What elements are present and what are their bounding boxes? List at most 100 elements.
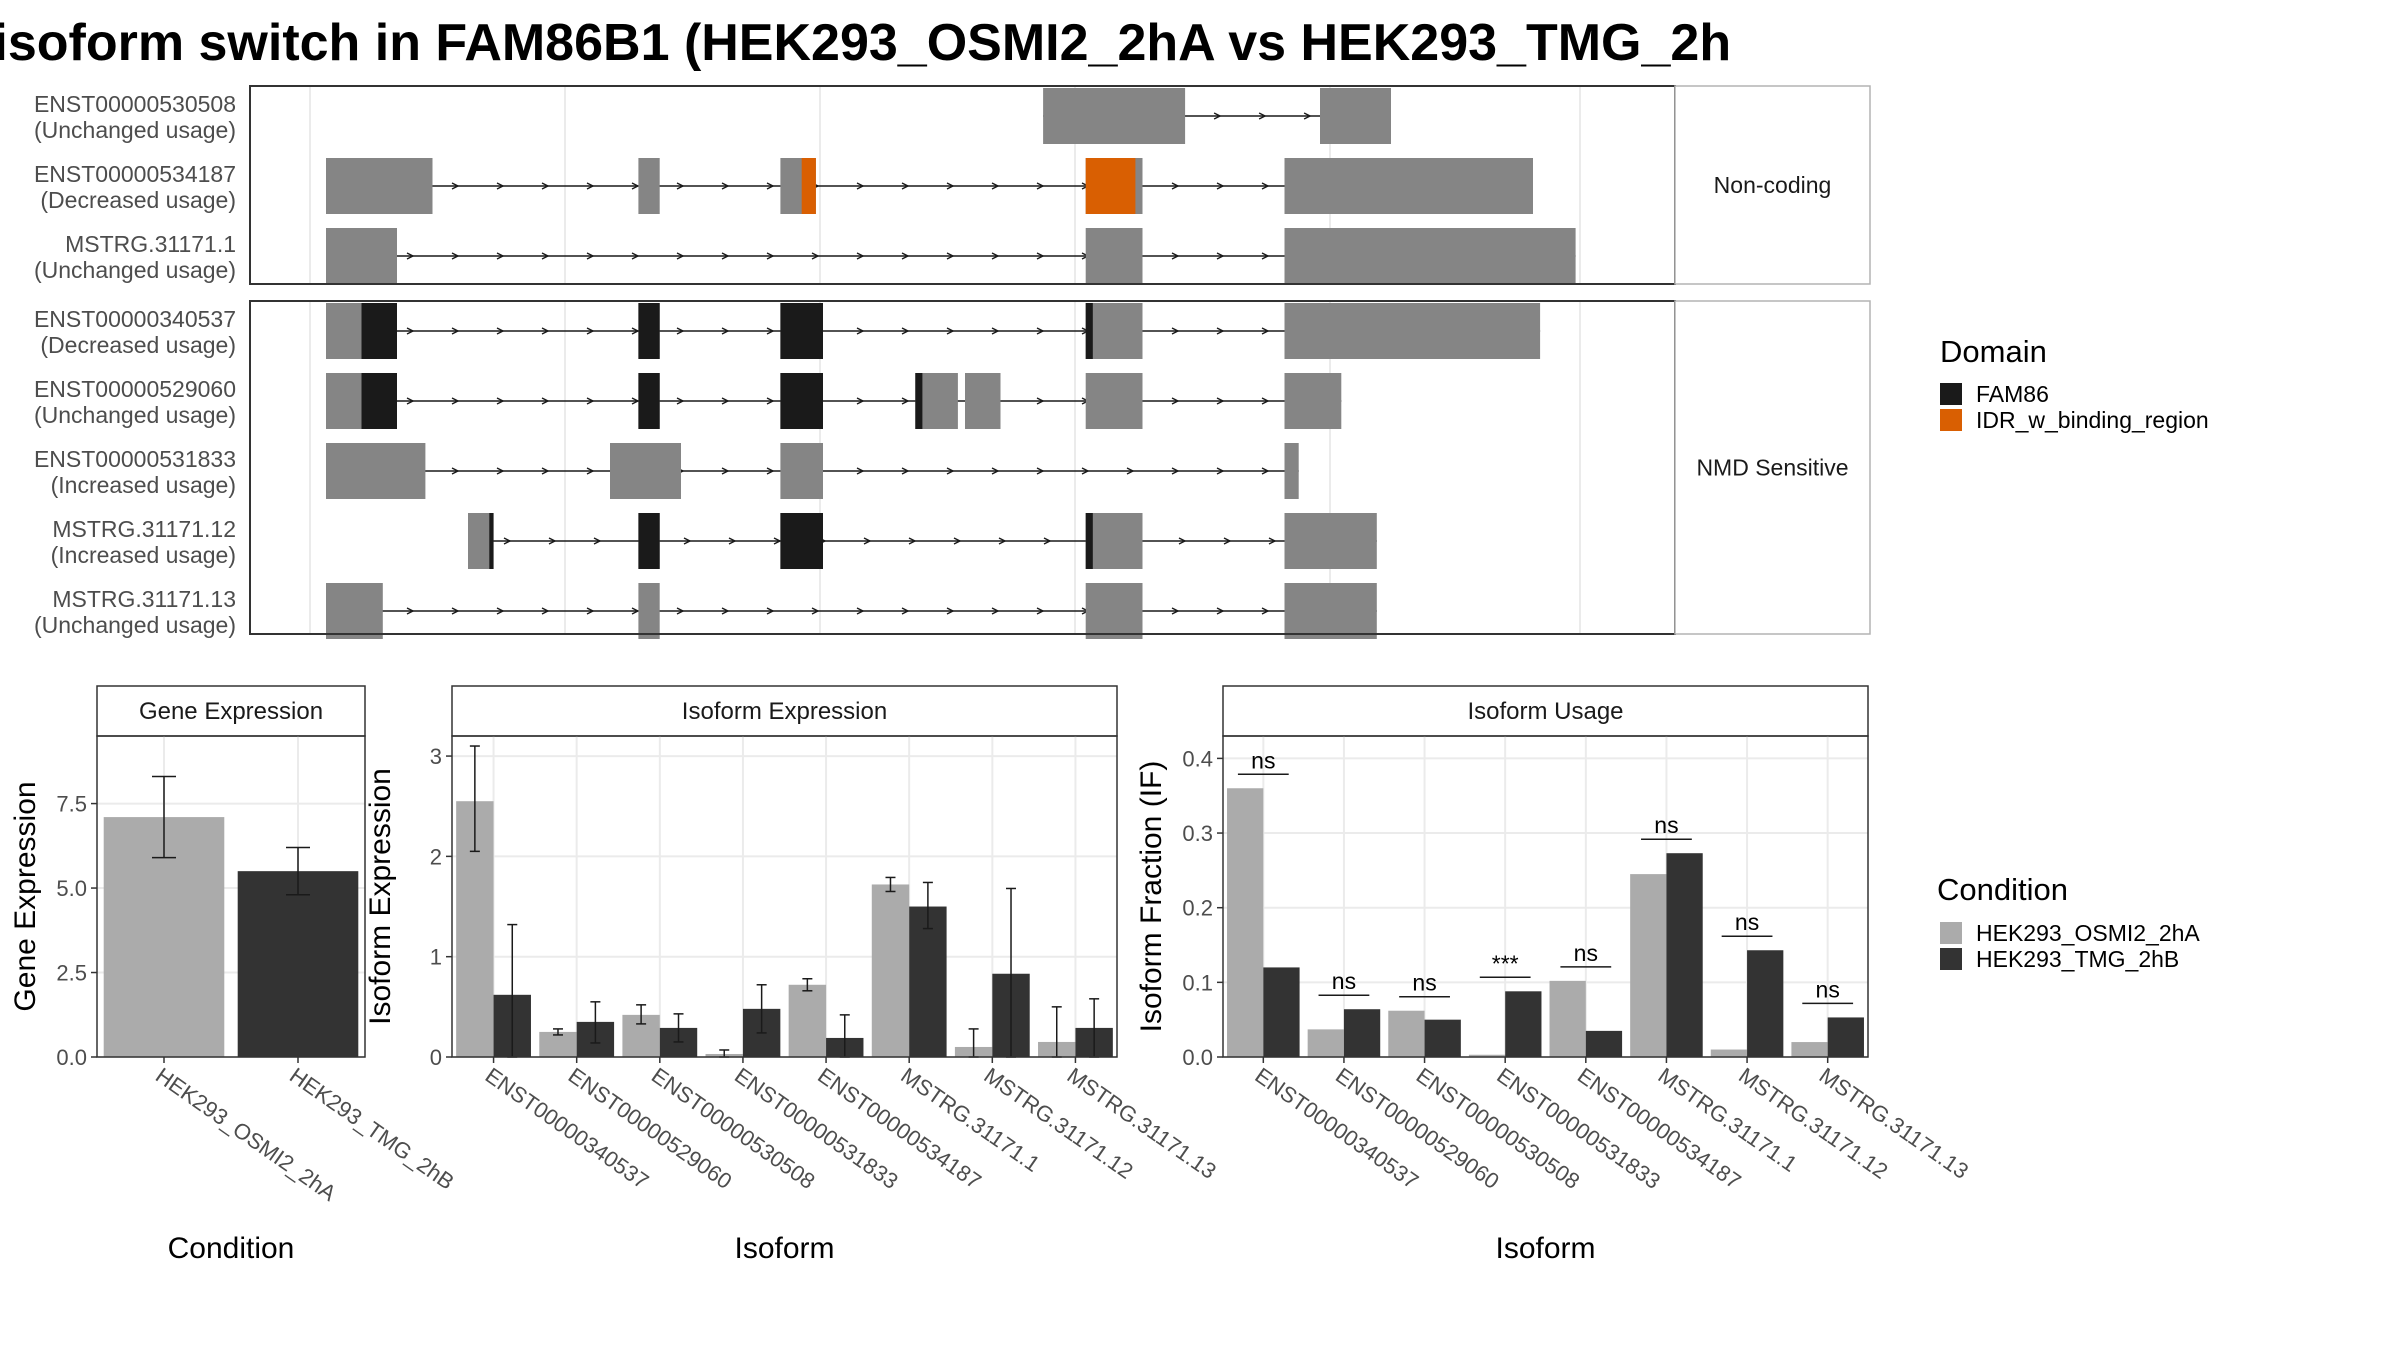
y-tick-label: 0.1 — [1182, 970, 1213, 995]
direction-arrow — [766, 397, 775, 405]
direction-arrow — [991, 182, 1000, 190]
direction-arrow — [901, 607, 910, 615]
domain-fam86 — [915, 373, 923, 429]
domain-idr — [1085, 158, 1136, 214]
y-tick-label: 5.0 — [56, 876, 87, 901]
bar — [1468, 1054, 1506, 1057]
facet-label: Non-coding — [1714, 172, 1832, 198]
transcript-usage: (Increased usage) — [51, 542, 236, 568]
facet-strip — [1674, 300, 1871, 635]
direction-arrow — [676, 397, 685, 405]
panel-title: Isoform Usage — [1467, 698, 1623, 725]
direction-arrow — [721, 252, 730, 260]
condition-legend-key — [1940, 948, 1962, 970]
bar — [1747, 950, 1784, 1057]
direction-arrow — [496, 327, 505, 335]
direction-arrow — [766, 182, 775, 190]
exon — [1320, 513, 1377, 569]
direction-arrow — [541, 252, 550, 260]
exon — [326, 443, 426, 499]
domain-fam86 — [780, 513, 823, 569]
direction-arrow — [1036, 327, 1045, 335]
transcript-usage: (Decreased usage) — [40, 332, 236, 358]
direction-arrow — [1178, 537, 1187, 545]
exon — [638, 158, 660, 214]
direction-arrow — [721, 182, 730, 190]
condition-legend-label: HEK293_TMG_2hB — [1976, 946, 2179, 972]
exon — [965, 373, 1001, 429]
y-tick-label: 0.0 — [1182, 1045, 1213, 1070]
direction-arrow — [721, 467, 730, 475]
direction-arrow — [773, 537, 782, 545]
direction-arrow — [1258, 112, 1267, 120]
bar — [909, 906, 947, 1057]
direction-arrow — [721, 327, 730, 335]
direction-arrow — [1216, 397, 1225, 405]
facet-strip — [1674, 85, 1871, 285]
exon — [1320, 228, 1576, 284]
domain-legend-label: IDR_w_binding_region — [1976, 407, 2209, 433]
direction-arrow — [631, 182, 640, 190]
facet-label: NMD Sensitive — [1696, 455, 1848, 481]
x-tick-label: MSTRG.31171.13 — [1063, 1063, 1221, 1184]
bar — [539, 1031, 577, 1057]
direction-arrow — [451, 397, 460, 405]
bar — [1710, 1049, 1748, 1057]
domain-idr — [801, 158, 816, 214]
direction-arrow — [1043, 537, 1052, 545]
isoform-expression-panel: Isoform Expression0123ENST00000340537ENS… — [364, 685, 1221, 1265]
bar — [1666, 853, 1703, 1057]
significance-label: ns — [1816, 976, 1840, 1002]
direction-arrow — [1261, 397, 1270, 405]
direction-arrow — [991, 252, 1000, 260]
direction-arrow — [631, 252, 640, 260]
bar — [1388, 1010, 1425, 1057]
transcript-usage: (Decreased usage) — [40, 187, 236, 213]
direction-arrow — [766, 467, 775, 475]
transcript-id: ENST00000530508 — [34, 91, 236, 117]
y-tick-label: 0.3 — [1182, 821, 1213, 846]
direction-arrow — [946, 607, 955, 615]
panel-border — [451, 735, 1118, 1058]
y-tick-label: 7.5 — [56, 792, 87, 817]
exon — [1284, 373, 1342, 429]
exon — [638, 583, 660, 639]
direction-arrow — [946, 252, 955, 260]
bar — [1227, 788, 1264, 1057]
direction-arrow — [991, 327, 1000, 335]
direction-arrow — [496, 397, 505, 405]
direction-arrow — [406, 327, 415, 335]
x-tick-label: MSTRG.31171.13 — [1815, 1063, 1973, 1184]
direction-arrow — [856, 252, 865, 260]
direction-arrow — [1216, 327, 1225, 335]
exon — [1284, 443, 1299, 499]
direction-arrow — [1261, 607, 1270, 615]
exon — [326, 228, 397, 284]
significance-label: ns — [1332, 968, 1356, 994]
direction-arrow — [406, 252, 415, 260]
x-tick-label: MSTRG.31171.12 — [979, 1063, 1137, 1184]
x-tick-label: MSTRG.31171.1 — [1654, 1063, 1802, 1177]
direction-arrow — [1216, 607, 1225, 615]
direction-arrow — [1036, 397, 1045, 405]
direction-arrow — [1036, 467, 1045, 475]
bar — [871, 884, 910, 1057]
exon — [610, 443, 681, 499]
transcript-usage: (Unchanged usage) — [34, 402, 236, 428]
domain-legend-title: Domain — [1940, 334, 2047, 369]
significance-label: ns — [1574, 940, 1598, 966]
direction-arrow — [946, 467, 955, 475]
domain-fam86 — [1085, 513, 1093, 569]
direction-arrow — [548, 537, 557, 545]
exon — [1085, 583, 1143, 639]
direction-arrow — [1261, 182, 1270, 190]
direction-arrow — [541, 327, 550, 335]
x-axis-title: Condition — [168, 1232, 295, 1265]
direction-arrow — [451, 607, 460, 615]
direction-arrow — [766, 607, 775, 615]
direction-arrow — [908, 537, 917, 545]
direction-arrow — [1213, 112, 1222, 120]
